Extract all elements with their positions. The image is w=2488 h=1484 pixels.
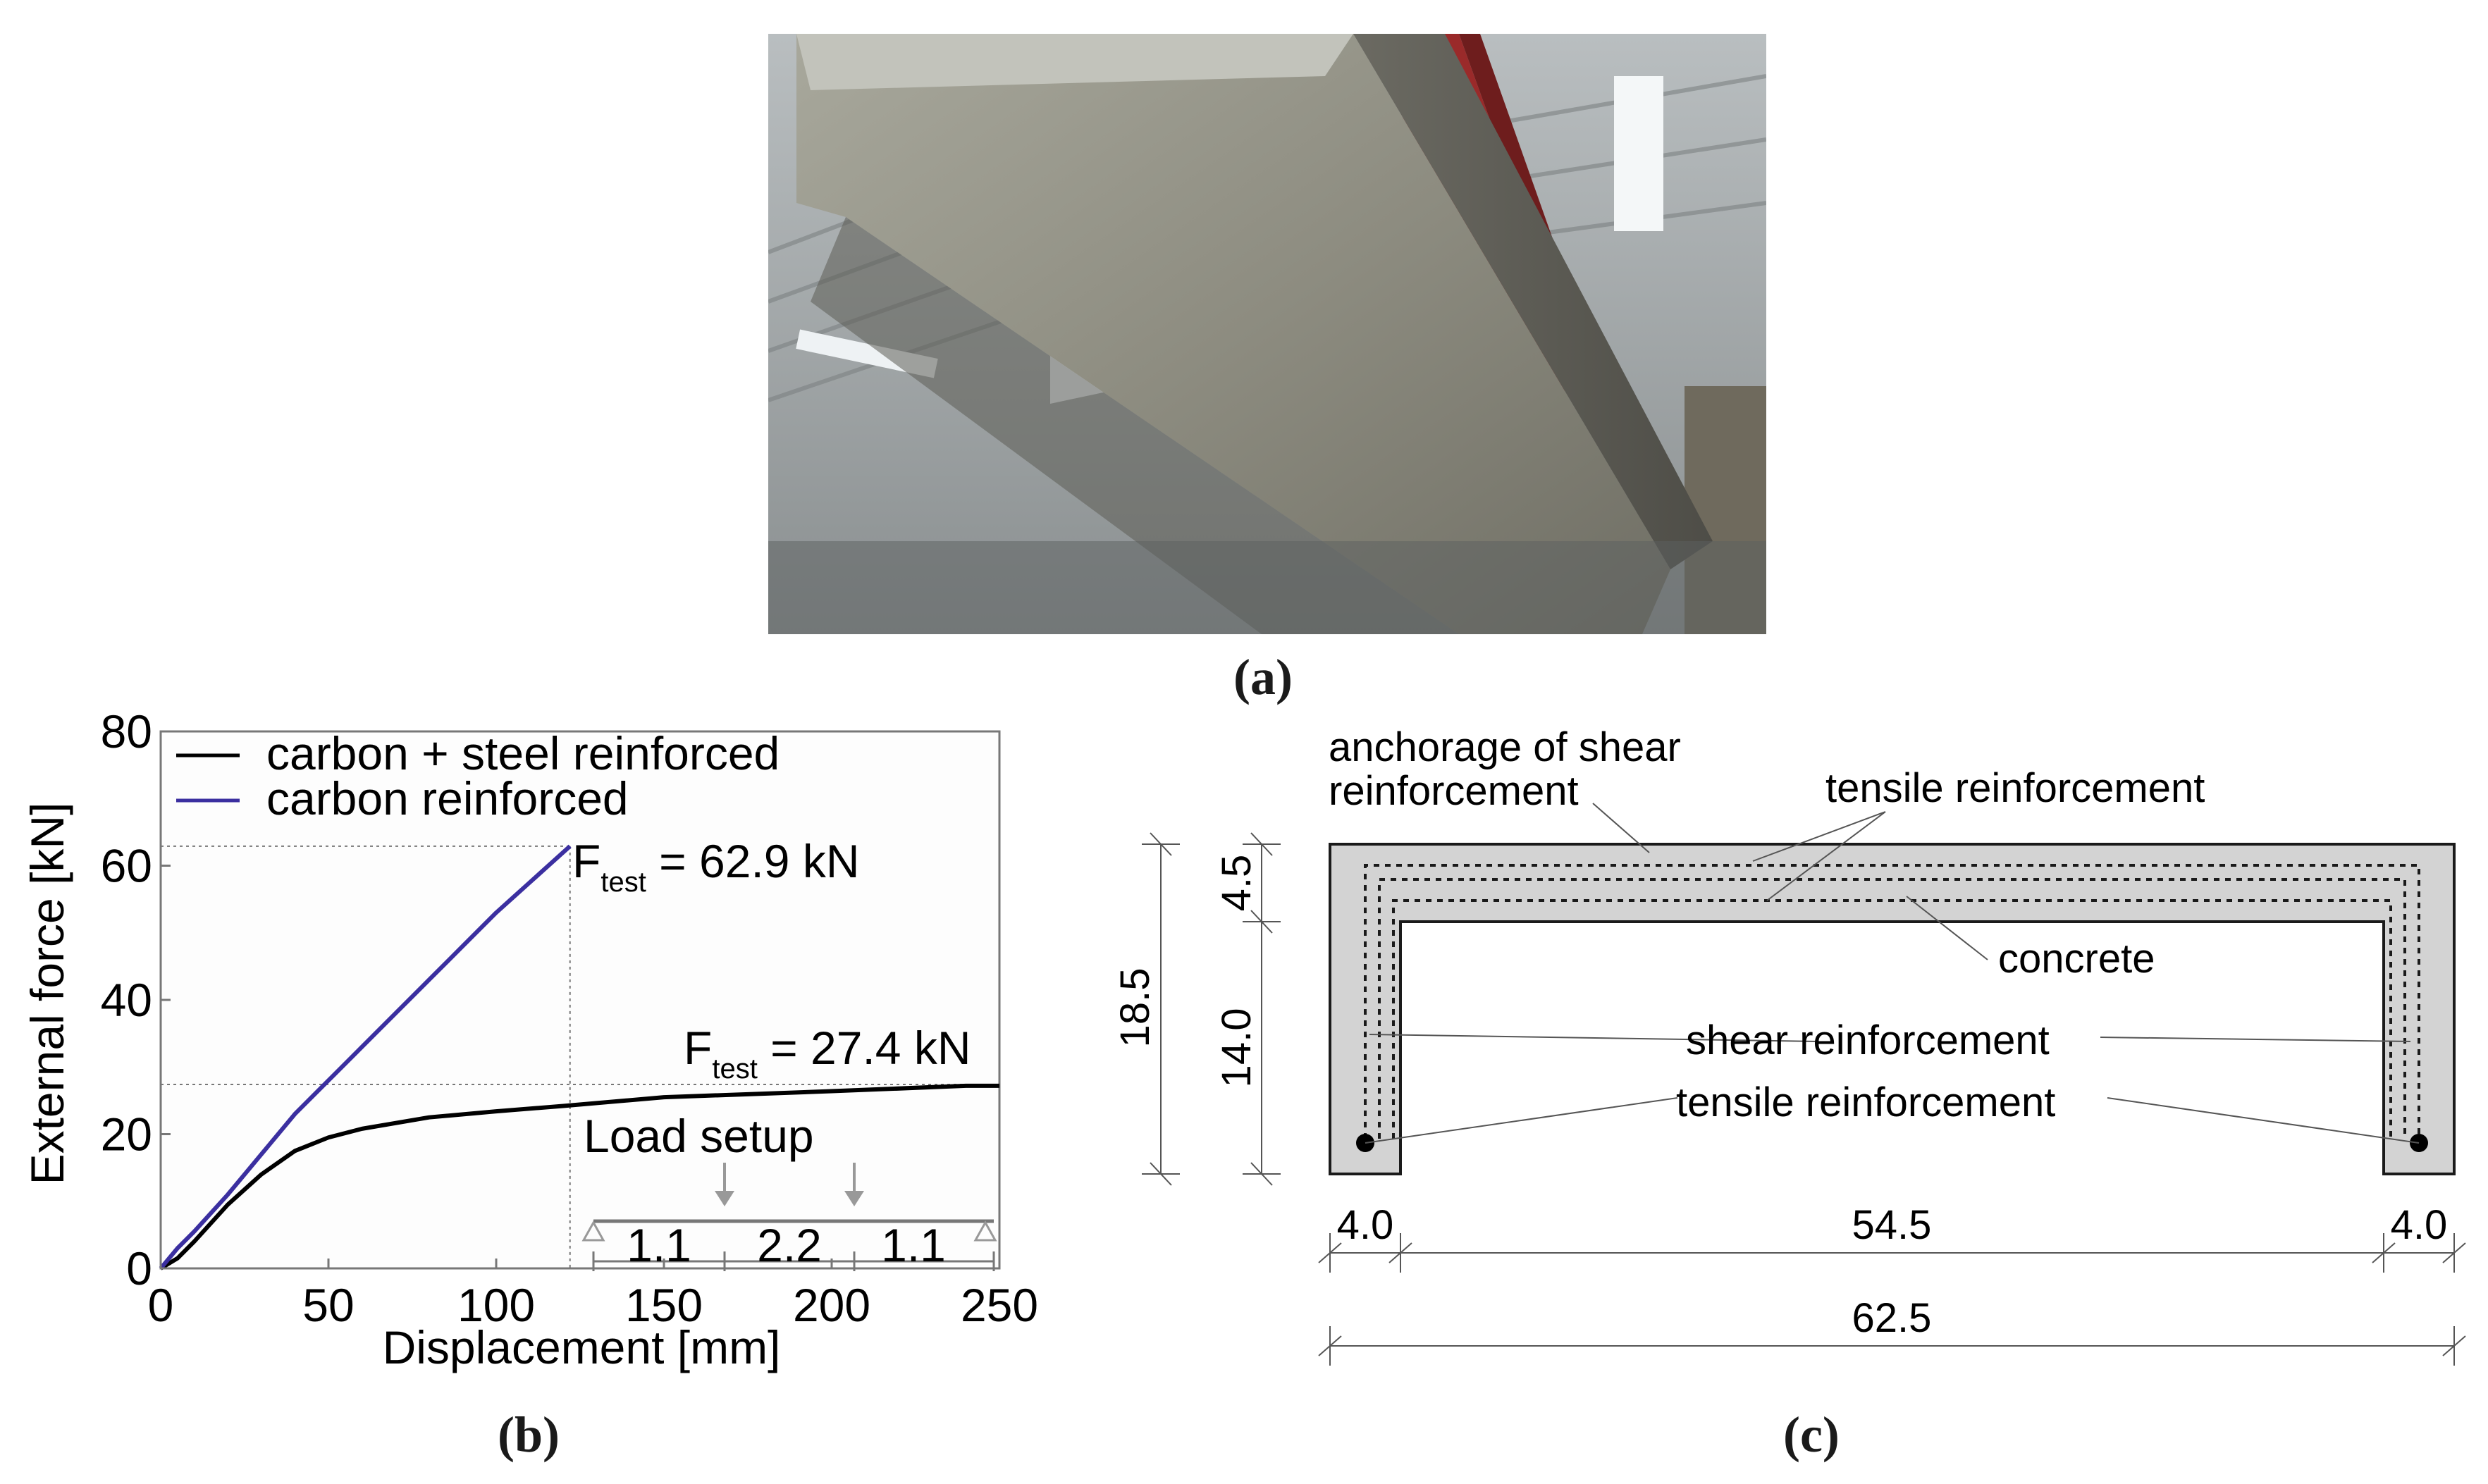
y-tick-label: 80: [101, 705, 152, 758]
x-tick-label: 150: [625, 1279, 703, 1331]
chart-ticks: 0 50 100 150 200 250 0 20 40 60 80: [101, 705, 1038, 1331]
y-tick-label: 0: [126, 1242, 152, 1294]
force-displacement-chart: 0 50 100 150 200 250 0 20 40 60 80 Displacement [m…: [21, 705, 1038, 1373]
x-tick-label: 200: [793, 1279, 870, 1331]
panel-label-c: (c): [1783, 1406, 1840, 1463]
dim-web-right: 4.0: [2391, 1202, 2448, 1248]
label-anchorage-line2: reinforcement: [1329, 768, 1579, 814]
label-tensile-top: tensile reinforcement: [1825, 765, 2205, 811]
y-tick-label: 60: [101, 840, 152, 892]
y-tick-label: 40: [101, 974, 152, 1026]
chart-series: [159, 844, 999, 1270]
chart-axes: [159, 730, 1001, 1270]
panel-label-b: (b): [498, 1406, 560, 1463]
x-tick-label: 0: [148, 1279, 174, 1331]
label-tensile-bottom: tensile reinforcement: [1676, 1080, 2055, 1125]
dim-total-width: 62.5: [1852, 1295, 1932, 1341]
series-line-carbon: [159, 844, 572, 1270]
y-tick-label: 20: [101, 1108, 152, 1161]
tensile-reinforcement-top-outer: [1364, 864, 2420, 1139]
panel-label-a: (a): [1233, 649, 1293, 705]
dim-total-height: 18.5: [1112, 968, 1158, 1048]
dim-web-left: 4.0: [1337, 1202, 1394, 1248]
cross-section-drawing: anchorage of shear reinforcement tensile…: [1112, 724, 2466, 1366]
ftest-carbon-label: Ftest = 62.9 kN: [572, 835, 859, 898]
shear-reinforcement-line: [1392, 899, 2392, 1139]
load-span-2: 2.2: [757, 1219, 822, 1271]
legend-label-steel: carbon + steel reinforced: [266, 727, 780, 779]
y-axis-title: External force [kN]: [21, 803, 73, 1185]
dim-inner-width: 54.5: [1852, 1202, 1932, 1248]
load-setup-title: Load setup: [584, 1110, 814, 1162]
x-tick-label: 250: [961, 1279, 1038, 1331]
load-setup-inset: Load setup 1.1 2.2 1.1: [581, 1110, 997, 1271]
x-axis-title: Displacement [mm]: [383, 1321, 781, 1373]
ftest-steel-label: Ftest = 27.4 kN: [684, 1022, 971, 1084]
label-shear: shear reinforcement: [1686, 1018, 2050, 1063]
label-anchorage-line1: anchorage of shear: [1329, 724, 1681, 770]
label-concrete: concrete: [1998, 936, 2155, 982]
legend-label-carbon: carbon reinforced: [266, 772, 629, 824]
x-tick-label: 50: [302, 1279, 354, 1331]
tensile-reinforcement-top-inner: [1378, 878, 2406, 1139]
load-span-1: 1.1: [627, 1219, 691, 1271]
dim-web-height: 14.0: [1214, 1008, 1260, 1088]
load-span-3: 1.1: [881, 1219, 946, 1271]
plot-frame: [159, 730, 1001, 1270]
dim-flange: 4.5: [1214, 855, 1260, 912]
series-line-carbon-steel: [159, 1083, 999, 1270]
x-tick-label: 100: [457, 1279, 535, 1331]
concrete-section: [1329, 843, 2456, 1175]
beam-photograph: [768, 34, 1766, 634]
chart-legend: carbon + steel reinforced carbon reinfor…: [176, 727, 780, 824]
